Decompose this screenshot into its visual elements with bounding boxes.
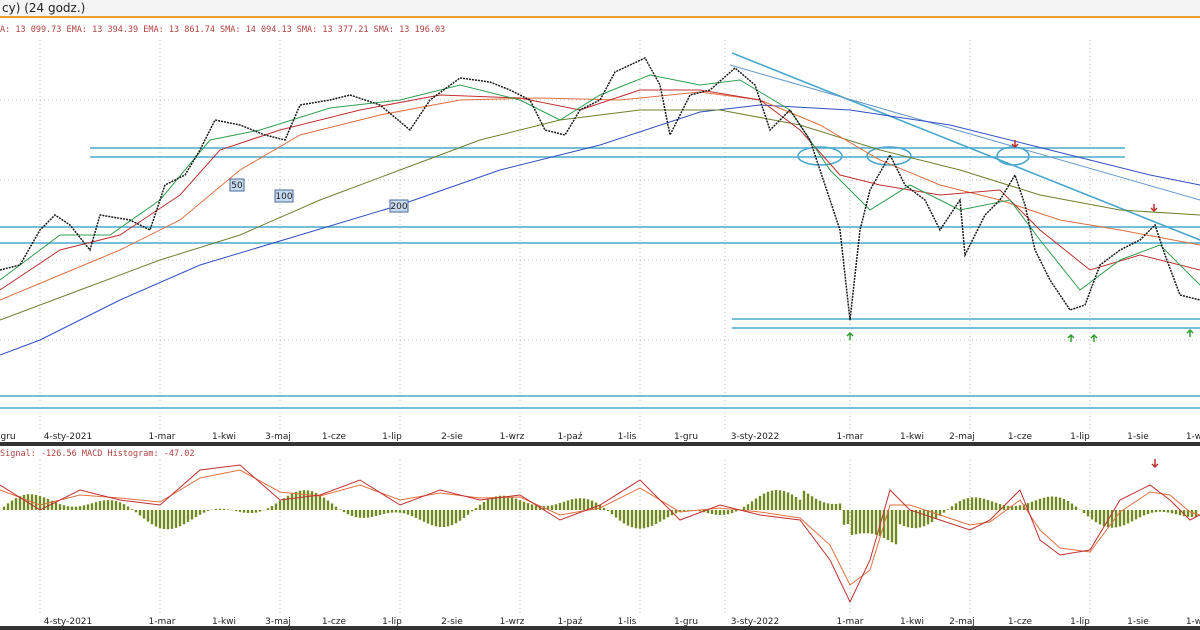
date-label: 1-cze: [1008, 432, 1033, 442]
date-label: 1-gru: [674, 617, 698, 627]
date-label: 3-sty-2022: [731, 617, 780, 627]
price-series: [0, 57, 1200, 321]
date-label: 1-w: [1186, 617, 1200, 627]
date-label: 1-lip: [1070, 432, 1090, 442]
moving-averages: [0, 74, 1200, 356]
date-label: 3-maj: [265, 432, 291, 442]
ma-label: 200: [390, 202, 407, 212]
signal-arrows: [846, 140, 1194, 469]
date-label: 3-sty-2022: [731, 432, 780, 442]
date-label: 1-kwi: [212, 617, 236, 627]
trend-line: [729, 64, 1200, 201]
date-label: 1-wrz: [500, 617, 525, 627]
macd-legend: Signal: -126.56 MACD Histogram: -47.02: [0, 449, 194, 459]
date-label: 1-lis: [618, 432, 637, 442]
date-label: 1-sie: [1127, 432, 1149, 442]
date-label: 2-sie: [441, 432, 463, 442]
title-bar: [0, 0, 1200, 17]
date-label: gru: [0, 432, 15, 442]
date-label: 1-cze: [322, 432, 347, 442]
date-label: 1-paź: [558, 432, 583, 442]
date-label: 2-maj: [949, 617, 975, 627]
bottom-border: [0, 626, 1200, 630]
date-label: 1-mar: [149, 432, 176, 442]
date-label: 1-sie: [1127, 617, 1149, 627]
date-label: 1-lis: [618, 617, 637, 627]
date-label: 1-wrz: [500, 432, 525, 442]
date-label: 1-mar: [837, 617, 864, 627]
macd-grid: [39, 460, 1091, 615]
date-label: 1-mar: [837, 432, 864, 442]
date-label: 1-kwi: [900, 617, 924, 627]
date-label: 1-kwi: [900, 432, 924, 442]
panel-separator: [0, 442, 1200, 446]
date-label: 1-mar: [149, 617, 176, 627]
ma-labels: 50 100 200: [229, 178, 409, 213]
date-label: 1-lip: [382, 432, 402, 442]
date-label: 1-cze: [322, 617, 347, 627]
macd-line: [0, 464, 1200, 604]
date-label: 3-maj: [265, 617, 291, 627]
window-title: cy) (24 godz.): [2, 1, 85, 15]
ma-label: 100: [275, 192, 292, 202]
date-label: 4-sty-2021: [44, 432, 93, 442]
date-label: 1-kwi: [212, 432, 236, 442]
date-label: 1-lip: [1070, 617, 1090, 627]
main-grid: [0, 40, 1200, 430]
date-label: 1-paź: [558, 617, 583, 627]
date-label: 1-lip: [382, 617, 402, 627]
date-label: 1-gru: [674, 432, 698, 442]
date-label: 2-sie: [441, 617, 463, 627]
date-label: 2-maj: [949, 432, 975, 442]
date-label: 1-cze: [1008, 617, 1033, 627]
indicator-legend: A: 13 099.73 EMA: 13 394.39 EMA: 13 861.…: [0, 25, 445, 35]
macd-histogram: [2, 490, 1198, 545]
date-label: 4-sty-2021: [44, 617, 93, 627]
date-label: 1-w: [1186, 432, 1200, 442]
support-resistance-lines: [0, 52, 1200, 409]
ma-label: 50: [231, 181, 243, 191]
